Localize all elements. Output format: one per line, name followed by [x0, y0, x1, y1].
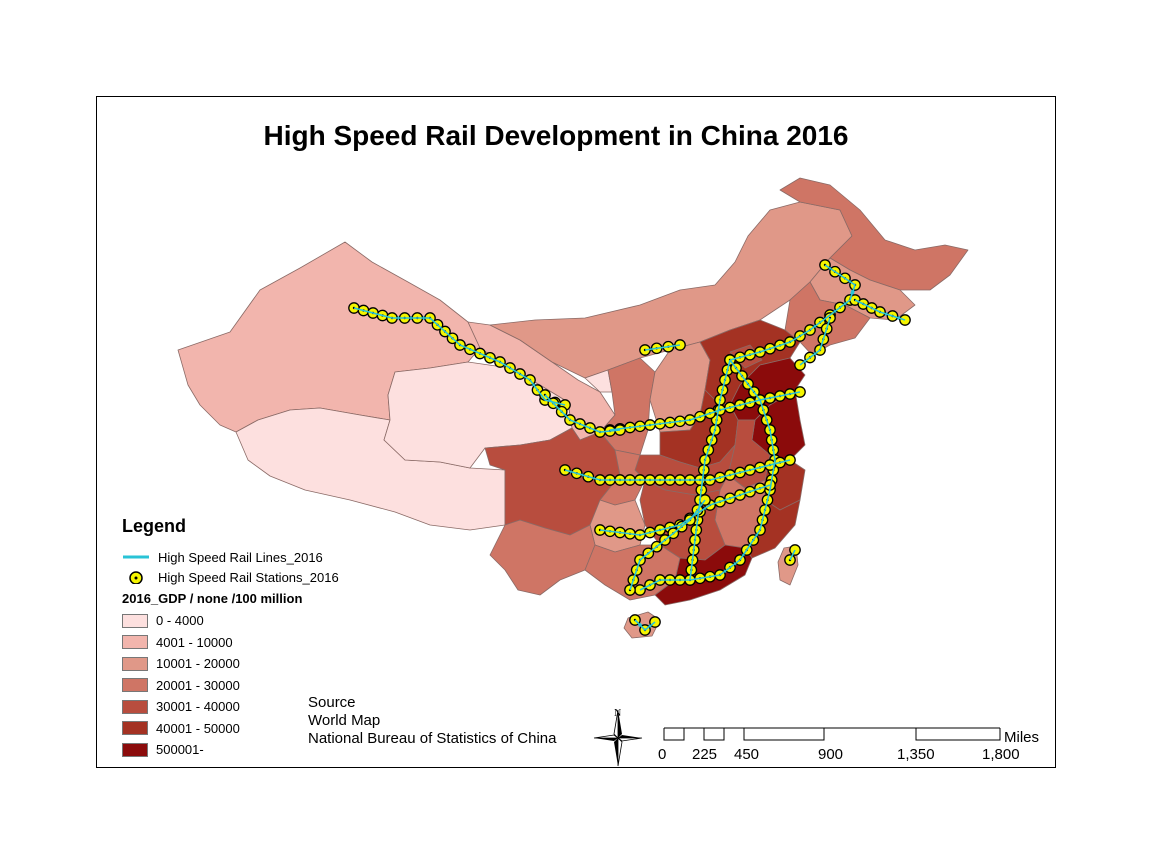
rail-line	[599, 484, 771, 536]
legend-swatch	[122, 678, 148, 693]
rail-line	[629, 499, 706, 591]
scale-tick-label: 1,800	[982, 746, 1020, 763]
legend-swatch	[122, 635, 148, 650]
rail-line	[789, 549, 796, 561]
scale-tick-label: 225	[692, 746, 718, 763]
legend-class-row: 10001 - 20000	[122, 653, 422, 675]
legend-class-row: 30001 - 40000	[122, 696, 422, 718]
rail-line	[634, 619, 656, 632]
legend-swatch	[122, 613, 148, 628]
legend-item-rail-stations: High Speed Rail Stations_2016	[122, 567, 422, 587]
source-line-2: National Bureau of Statistics of China	[308, 730, 557, 747]
rail-line	[353, 307, 566, 406]
legend-item-rail-lines: High Speed Rail Lines_2016	[122, 547, 422, 567]
map-title: High Speed Rail Development in China 201…	[263, 120, 849, 151]
rail-line	[639, 359, 776, 591]
scale-unit: Miles	[1004, 729, 1039, 746]
legend-class-row: 4001 - 10000	[122, 632, 422, 654]
rail-line	[689, 359, 731, 581]
rail-line	[854, 299, 906, 321]
rail-station-symbol-icon	[129, 571, 143, 584]
legend-class-label: 0 - 4000	[156, 613, 204, 629]
legend-class-label: 500001-	[156, 742, 204, 758]
rail-lines-overlay	[353, 264, 906, 632]
legend-title: Legend	[122, 516, 187, 536]
province-heilongjiang	[779, 177, 969, 291]
legend-class-row: 0 - 4000	[122, 610, 422, 632]
rail-line	[544, 394, 621, 433]
source-heading: Source	[308, 694, 356, 711]
legend-gdp-heading: 2016_GDP / none /100 million	[122, 591, 303, 606]
source-block: Source World Map National Bureau of Stat…	[308, 694, 556, 748]
scale-tick-label: 0	[658, 746, 667, 763]
legend-rail-stations-label: High Speed Rail Stations_2016	[158, 569, 339, 585]
source-line-1: World Map	[308, 712, 381, 729]
rail-line-symbol-icon	[123, 555, 149, 559]
legend-swatch	[122, 699, 148, 714]
rail-line	[644, 344, 681, 351]
province-tibet	[235, 407, 506, 531]
legend-class-label: 40001 - 50000	[156, 720, 240, 736]
scale-tick-label: 900	[818, 746, 844, 763]
rail-line	[609, 391, 801, 431]
legend-swatch	[122, 721, 148, 736]
legend-class-label: 20001 - 30000	[156, 677, 240, 693]
north-arrow	[593, 709, 643, 767]
rail-line	[729, 264, 856, 361]
legend-class-row: 500001-	[122, 739, 422, 761]
legend-class-row: 20001 - 30000	[122, 675, 422, 697]
rail-line	[799, 317, 831, 366]
scale-tick-label: 1,350	[897, 746, 935, 763]
north-arrow-label: N	[614, 708, 621, 719]
legend-gdp-classes: 0 - 4000 4001 - 10000 10001 - 20000 2000…	[122, 610, 422, 761]
scale-tick-label: 450	[734, 746, 760, 763]
scale-bar	[663, 727, 1001, 741]
legend-class-label: 30001 - 40000	[156, 699, 240, 715]
legend: Legend High Speed Rail Lines_2016 High S…	[122, 516, 422, 761]
legend-swatch	[122, 656, 148, 671]
province-yunnan	[489, 519, 596, 596]
legend-class-label: 10001 - 20000	[156, 656, 240, 672]
rail-line	[564, 459, 791, 481]
legend-class-row: 40001 - 50000	[122, 718, 422, 740]
legend-class-label: 4001 - 10000	[156, 634, 233, 650]
legend-rail-lines-label: High Speed Rail Lines_2016	[158, 549, 323, 565]
legend-swatch	[122, 742, 148, 757]
